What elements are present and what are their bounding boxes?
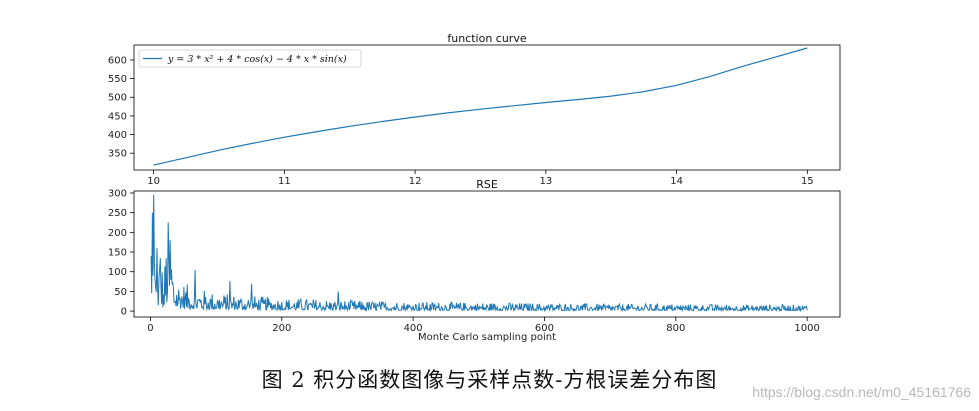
bottom-ytick-label: 300 (108, 188, 127, 199)
bottom-yticks: 0 50 100 150 200 250 300 (108, 188, 134, 318)
legend-box (138, 49, 362, 68)
legend-entry: y = 3 * x² + 4 * cos(x) − 4 * x * sin(x) (167, 54, 347, 65)
top-ytick-label: 400 (108, 130, 127, 141)
top-axes: function curve 10 11 12 13 14 15 350 400 450 500… (108, 32, 841, 187)
top-xtick-label: 11 (278, 176, 291, 187)
bottom-axes: RSE 0 200 400 600 800 1000 0 50 100 150 200 250 300… (108, 178, 841, 343)
bottom-ytick-label: 100 (108, 267, 127, 278)
top-ytick-label: 600 (108, 55, 127, 66)
top-xtick-label: 15 (801, 176, 814, 187)
figure-caption: 图 2 积分函数图像与采样点数-方根误差分布图 (261, 368, 718, 392)
top-yticks: 350 400 450 500 550 600 (108, 55, 134, 160)
bottom-series-line (150, 194, 808, 313)
top-series-line (153, 47, 808, 166)
top-plot-frame (133, 44, 841, 171)
bottom-ytick-label: 250 (108, 208, 127, 219)
bottom-title: RSE (476, 178, 498, 191)
top-xtick-label: 10 (147, 176, 160, 187)
top-title: function curve (447, 32, 526, 45)
top-xticks: 10 11 12 13 14 15 (147, 170, 814, 187)
bottom-ytick-label: 200 (108, 228, 127, 239)
bottom-ytick-label: 0 (121, 307, 127, 318)
bottom-xtick-label: 0 (147, 323, 153, 334)
figure: function curve 10 11 12 13 14 15 350400450500… (108, 32, 841, 343)
top-xtick-label: 12 (409, 176, 422, 187)
bottom-xtick-label: 1000 (794, 323, 819, 334)
top-ytick-label: 550 (108, 74, 127, 85)
watermark: https://blog.csdn.net/m0_45161766 (752, 384, 971, 400)
top-ytick-label: 350 (108, 149, 127, 160)
bottom-xticks: 0 200 400 600 800 1000 (147, 317, 820, 334)
bottom-ytick-label: 50 (114, 287, 127, 298)
bottom-xtick-label: 200 (272, 323, 291, 334)
bottom-xtick-label: 600 (535, 323, 554, 334)
top-xtick-label: 14 (670, 176, 683, 187)
bottom-xtick-label: 800 (666, 323, 685, 334)
bottom-ytick-label: 150 (108, 248, 127, 259)
top-ytick-label: 500 (108, 93, 127, 104)
top-ytick-label: 450 (108, 111, 127, 122)
top-legend: y = 3 * x² + 4 * cos(x) − 4 * x * sin(x) (138, 49, 362, 68)
bottom-xlabel: Monte Carlo sampling point (418, 332, 556, 343)
bottom-plot-frame (133, 190, 841, 318)
top-xtick-label: 13 (539, 176, 552, 187)
bottom-xtick-label: 400 (404, 323, 423, 334)
